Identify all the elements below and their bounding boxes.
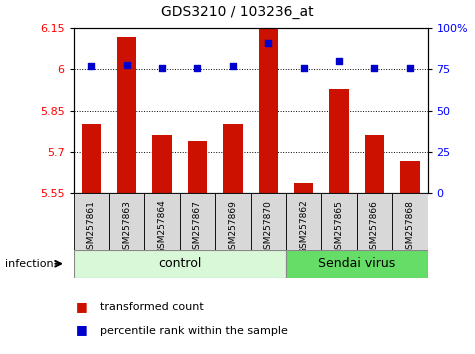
Text: infection: infection xyxy=(5,259,53,269)
Text: Sendai virus: Sendai virus xyxy=(318,257,395,270)
Point xyxy=(123,62,131,67)
Text: GSM257861: GSM257861 xyxy=(87,200,96,255)
Text: transformed count: transformed count xyxy=(100,302,203,312)
Bar xyxy=(215,193,251,250)
Bar xyxy=(392,193,428,250)
Bar xyxy=(117,36,136,193)
Text: control: control xyxy=(158,257,201,270)
Bar xyxy=(329,89,349,193)
Bar xyxy=(74,193,109,250)
Bar xyxy=(365,135,384,193)
Point xyxy=(229,63,237,69)
Text: GSM257870: GSM257870 xyxy=(264,200,273,255)
Bar xyxy=(400,161,419,193)
Text: ■: ■ xyxy=(76,324,88,336)
Text: ■: ■ xyxy=(76,300,88,313)
Bar xyxy=(357,193,392,250)
Text: percentile rank within the sample: percentile rank within the sample xyxy=(100,326,288,336)
Point xyxy=(158,65,166,71)
Point xyxy=(265,40,272,46)
Bar xyxy=(321,193,357,250)
Bar xyxy=(152,135,172,193)
Bar xyxy=(188,141,207,193)
Text: GSM257866: GSM257866 xyxy=(370,200,379,255)
Bar xyxy=(294,183,314,193)
Text: GSM257867: GSM257867 xyxy=(193,200,202,255)
Point xyxy=(370,65,378,71)
Bar xyxy=(258,29,278,193)
Bar xyxy=(286,250,428,278)
Point xyxy=(335,58,343,64)
Text: GDS3210 / 103236_at: GDS3210 / 103236_at xyxy=(161,5,314,19)
Text: GSM257869: GSM257869 xyxy=(228,200,238,255)
Text: GSM257868: GSM257868 xyxy=(405,200,414,255)
Bar xyxy=(74,250,286,278)
Point xyxy=(87,63,95,69)
Bar xyxy=(180,193,215,250)
Text: GSM257865: GSM257865 xyxy=(334,200,343,255)
Bar xyxy=(286,193,322,250)
Bar xyxy=(223,124,243,193)
Text: GSM257862: GSM257862 xyxy=(299,200,308,255)
Point xyxy=(406,65,414,71)
Bar xyxy=(82,124,101,193)
Text: GSM257864: GSM257864 xyxy=(158,200,167,255)
Bar xyxy=(251,193,286,250)
Bar xyxy=(109,193,144,250)
Point xyxy=(300,65,307,71)
Text: GSM257863: GSM257863 xyxy=(122,200,131,255)
Bar xyxy=(144,193,180,250)
Point xyxy=(194,65,201,71)
